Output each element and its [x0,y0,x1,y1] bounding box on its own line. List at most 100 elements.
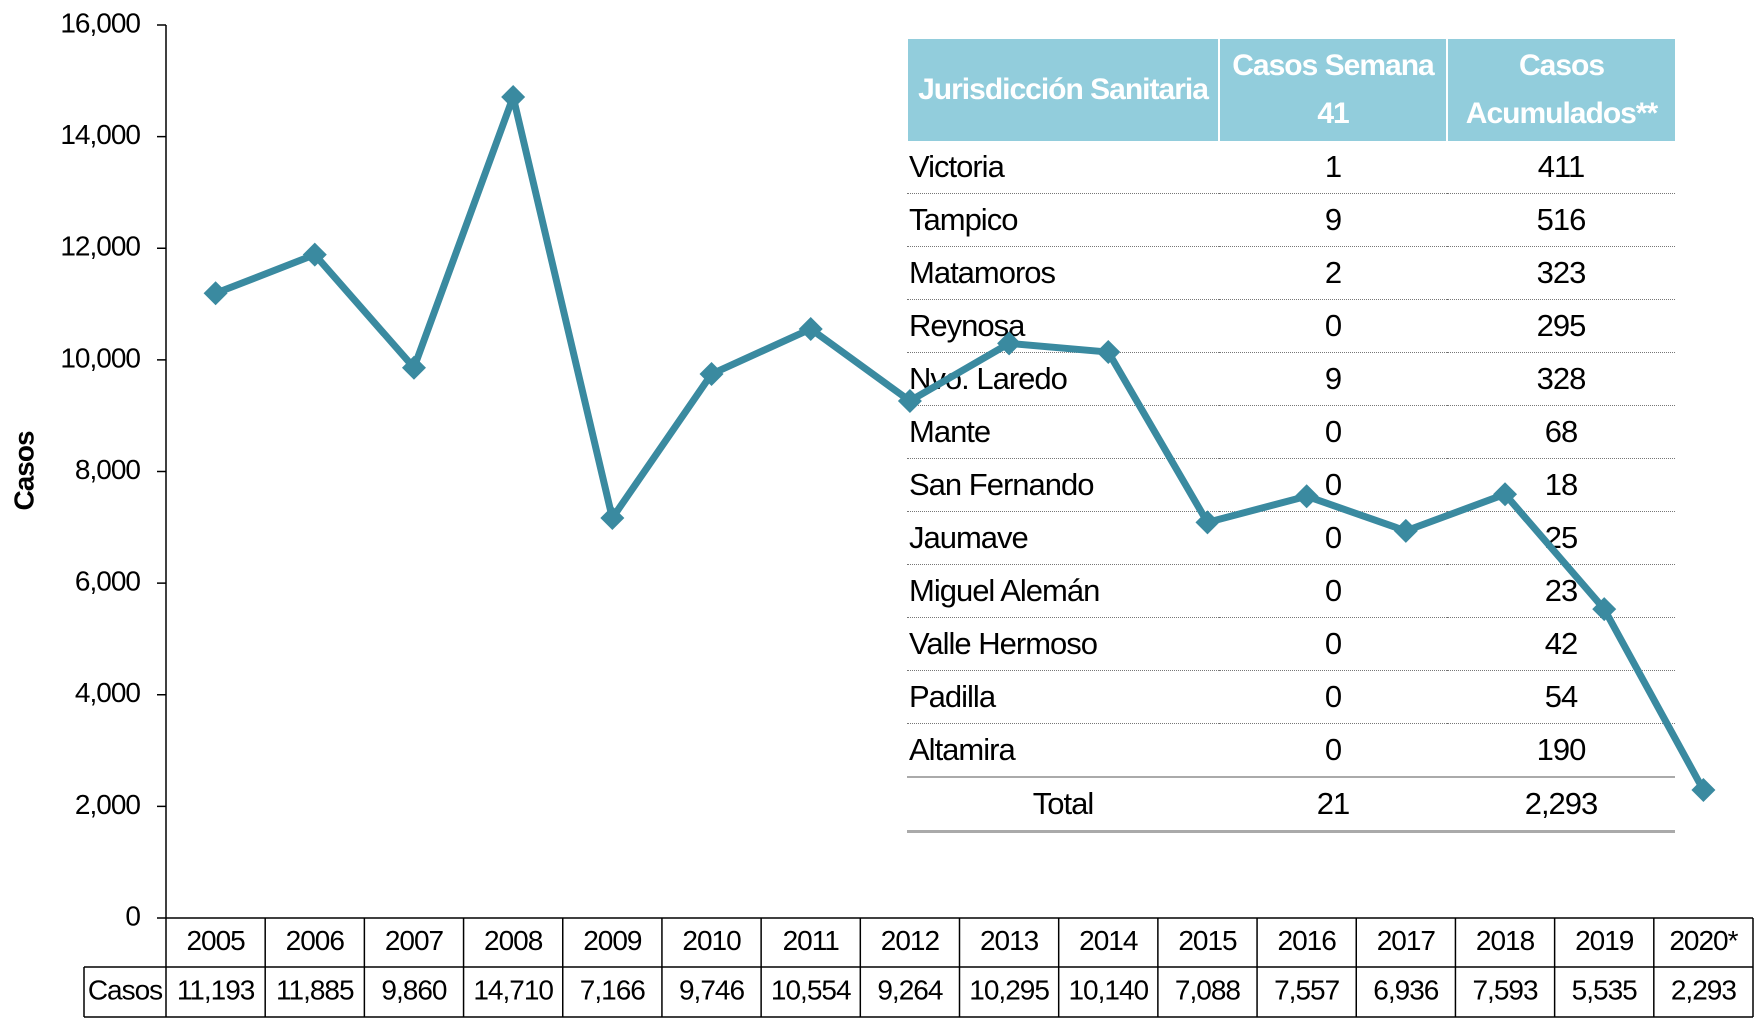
total-row: Total 21 2,293 [907,776,1675,833]
header-cell: Casos Semana 41 [1218,39,1447,141]
y-tick-label: 6,000 [75,566,140,597]
table-cell: 411 [1447,141,1675,194]
marker [997,331,1022,356]
value-label: 2,293 [1671,974,1736,1005]
marker [1195,510,1220,535]
value-label: 7,593 [1472,974,1537,1005]
table-cell: Valle Hermoso [907,617,1219,671]
marker [897,388,922,413]
table-cell: 42 [1447,617,1675,671]
table-row: Miguel Alemán 0 23 [907,564,1675,618]
table-cell: 0 [1219,617,1447,671]
x-tick-label: 2016 [1278,925,1337,956]
table-cell: San Fernando [907,458,1219,512]
value-label: 10,295 [969,974,1049,1005]
table-cell: 9 [1219,193,1447,247]
x-tick-label: 2005 [186,925,245,956]
marker [1096,340,1121,365]
table-cell: 54 [1447,670,1675,724]
marker [501,84,526,109]
marker [1691,778,1716,803]
x-tick-label: 2012 [881,925,940,956]
value-label: 6,936 [1373,974,1438,1005]
marker [1393,518,1418,543]
table-cell: 295 [1447,299,1675,353]
x-tick-label: 2013 [980,925,1039,956]
table-row: Nvo. Laredo 9 328 [907,352,1675,406]
x-tick-label: 2015 [1178,925,1237,956]
table-cell: 0 [1219,299,1447,353]
table-row: Padilla 0 54 [907,670,1675,724]
table-cell: Tampico [907,193,1219,247]
value-label: 14,710 [473,974,553,1005]
marker [600,506,625,531]
marker [1592,597,1617,622]
table-header: Jurisdicción Sanitaria Casos Semana 41 Cas… [906,39,1675,141]
row-header: Casos [88,974,162,1005]
marker [699,362,724,387]
marker [401,355,426,380]
marker [1493,482,1518,507]
marker [798,316,823,341]
value-label: 9,860 [381,974,446,1005]
y-tick-label: 2,000 [75,789,140,820]
x-tick-label: 2014 [1079,925,1138,956]
marker [302,242,327,267]
table-row: Altamira 0 190 [907,723,1675,778]
x-tick-label: 2007 [385,925,444,956]
x-tick-label: 2017 [1377,925,1436,956]
x-tick-label: 2019 [1575,925,1634,956]
table-cell: 1 [1219,141,1447,194]
table-cell: 323 [1447,246,1675,300]
table-cell: 328 [1447,352,1675,406]
x-tick-label: 2018 [1476,925,1535,956]
value-label: 7,557 [1274,974,1339,1005]
table-row: Valle Hermoso 0 42 [907,617,1675,671]
table-row: Jaumave 0 25 [907,511,1675,565]
table-row: Matamoros 2 323 [907,246,1675,300]
header-cell: Jurisdicción Sanitaria [906,39,1219,141]
table-cell: Jaumave [907,511,1219,565]
total-cell: 21 [1219,776,1447,833]
table-cell: 190 [1447,723,1675,778]
table-cell: 0 [1219,405,1447,459]
value-label: 7,166 [580,974,645,1005]
table-cell: 2 [1219,246,1447,300]
table-row: Victoria 1 411 [907,141,1675,194]
table-cell: Matamoros [907,246,1219,300]
table-cell: 0 [1219,723,1447,778]
x-tick-label: 2006 [286,925,345,956]
table-cell: Reynosa [907,299,1219,353]
x-tick-label: 2010 [682,925,741,956]
table-row: Mante 0 68 [907,405,1675,459]
y-tick-label: 14,000 [60,119,140,150]
table-cell: 9 [1219,352,1447,406]
value-label: 11,193 [177,974,255,1005]
marker [203,281,228,306]
table-row: Reynosa 0 295 [907,299,1675,353]
value-label: 10,554 [771,974,851,1005]
total-cell: Total [907,776,1219,833]
table-cell: Padilla [907,670,1219,724]
value-label: 10,140 [1068,974,1148,1005]
table-cell: 0 [1219,670,1447,724]
table-cell: 68 [1447,405,1675,459]
x-tick-label: 2008 [484,925,543,956]
y-tick-label: 8,000 [75,454,140,485]
total-cell: 2,293 [1447,776,1675,833]
y-tick-label: 0 [125,900,140,931]
header-cell: Casos Acumulados** [1446,39,1675,141]
table-cell: Nvo. Laredo [907,352,1219,406]
y-tick-label: 12,000 [60,231,140,262]
value-label: 11,885 [276,974,354,1005]
y-tick-label: 4,000 [75,677,140,708]
y-tick-label: 10,000 [60,342,140,373]
table-cell: Victoria [907,141,1219,194]
table-cell: 516 [1447,193,1675,247]
value-label: 7,088 [1175,974,1240,1005]
table-cell: 0 [1219,564,1447,618]
marker [1294,484,1319,509]
line [214,93,1707,792]
